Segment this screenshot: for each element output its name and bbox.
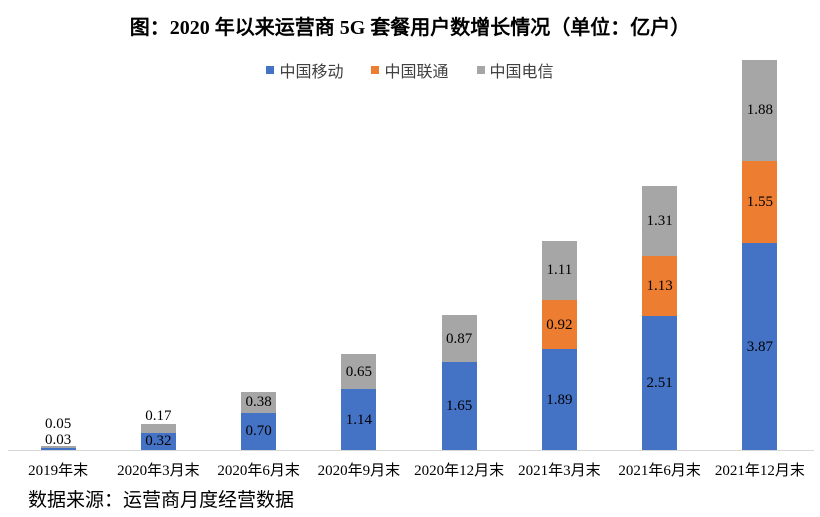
legend: 中国移动 中国联通 中国电信 <box>0 58 820 82</box>
bar-value-label: 0.92 <box>546 316 573 333</box>
source-note: 数据来源：运营商月度经营数据 <box>28 490 295 511</box>
bar-segment <box>541 240 577 300</box>
bar-segment <box>140 432 176 450</box>
bar-segment <box>541 299 577 350</box>
bar-segment <box>642 185 678 256</box>
bar-value-label: 0.38 <box>245 394 272 411</box>
x-axis-label: 2021年12月末 <box>714 463 805 479</box>
bar-segment <box>541 349 577 450</box>
bar-segment <box>441 361 477 450</box>
legend-item: 中国移动 <box>266 58 343 82</box>
bar-value-label: 0.03 <box>45 432 72 449</box>
bar-segment <box>441 315 477 362</box>
bar-segment <box>742 160 778 244</box>
legend-swatch-icon <box>266 66 275 74</box>
legend-swatch-icon <box>371 66 380 74</box>
bar-segment <box>140 423 176 433</box>
bar-segment <box>241 412 277 450</box>
legend-label: 中国移动 <box>279 64 344 81</box>
bar-segment <box>642 255 678 316</box>
x-axis-label: 2021年3月末 <box>518 463 601 479</box>
legend-item: 中国联通 <box>371 58 449 82</box>
bar-segment <box>241 392 277 413</box>
bar-segment <box>742 60 778 161</box>
bar-segment <box>40 445 76 449</box>
x-axis-label: 2020年6月末 <box>217 463 300 479</box>
bar-segment <box>742 243 778 450</box>
bar-value-label: 0.87 <box>446 330 473 347</box>
bar-segment <box>642 315 678 450</box>
x-axis-label: 2020年12月末 <box>414 463 505 479</box>
bar-value-label: 1.89 <box>546 391 573 408</box>
bar-value-label: 3.87 <box>746 338 773 355</box>
bar-value-label: 1.55 <box>746 193 773 210</box>
bar-value-label: 0.65 <box>345 363 372 380</box>
bar-value-label: 1.14 <box>345 411 372 428</box>
bar-value-label: 2.51 <box>646 374 673 391</box>
x-axis-label: 2020年9月末 <box>317 463 401 479</box>
x-axis-label: 2020年3月末 <box>117 463 200 479</box>
bar-value-label: 0.05 <box>45 416 72 433</box>
bar-value-label: 1.13 <box>646 277 673 294</box>
legend-label: 中国联通 <box>384 64 449 81</box>
bar-segment <box>341 389 377 450</box>
legend-label: 中国电信 <box>489 64 554 81</box>
chart-title: 图：2020 年以来运营商 5G 套餐用户数增长情况（单位：亿户） <box>129 17 691 39</box>
bar-value-label: 1.11 <box>546 262 573 279</box>
bar-value-label: 0.32 <box>145 433 172 450</box>
bar-value-label: 0.17 <box>145 407 172 424</box>
bar-segment <box>341 354 377 390</box>
x-axis-label: 2019年末 <box>28 463 89 479</box>
bar-value-label: 1.88 <box>746 102 773 119</box>
legend-swatch-icon <box>476 66 485 74</box>
bar-value-label: 0.70 <box>245 423 272 440</box>
bar-segment <box>40 448 76 450</box>
x-axis-label: 2021年6月末 <box>618 463 701 479</box>
bar-value-label: 1.65 <box>446 397 473 414</box>
legend-item: 中国电信 <box>476 58 554 82</box>
x-axis-line <box>8 450 814 451</box>
bar-value-label: 1.31 <box>646 212 673 229</box>
